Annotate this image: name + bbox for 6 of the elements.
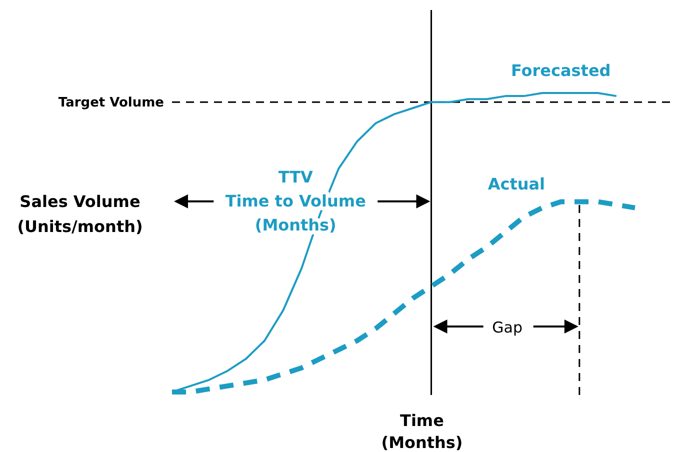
series-label: Actual [488, 174, 546, 194]
ref-line-label: Target Volume [58, 96, 164, 111]
x-axis-title: Time (Months) [381, 411, 463, 452]
y-axis-title: Sales Volume (Units/month) [17, 192, 143, 236]
annotation: Gap [492, 318, 523, 336]
series-label: Forecasted [511, 61, 611, 80]
